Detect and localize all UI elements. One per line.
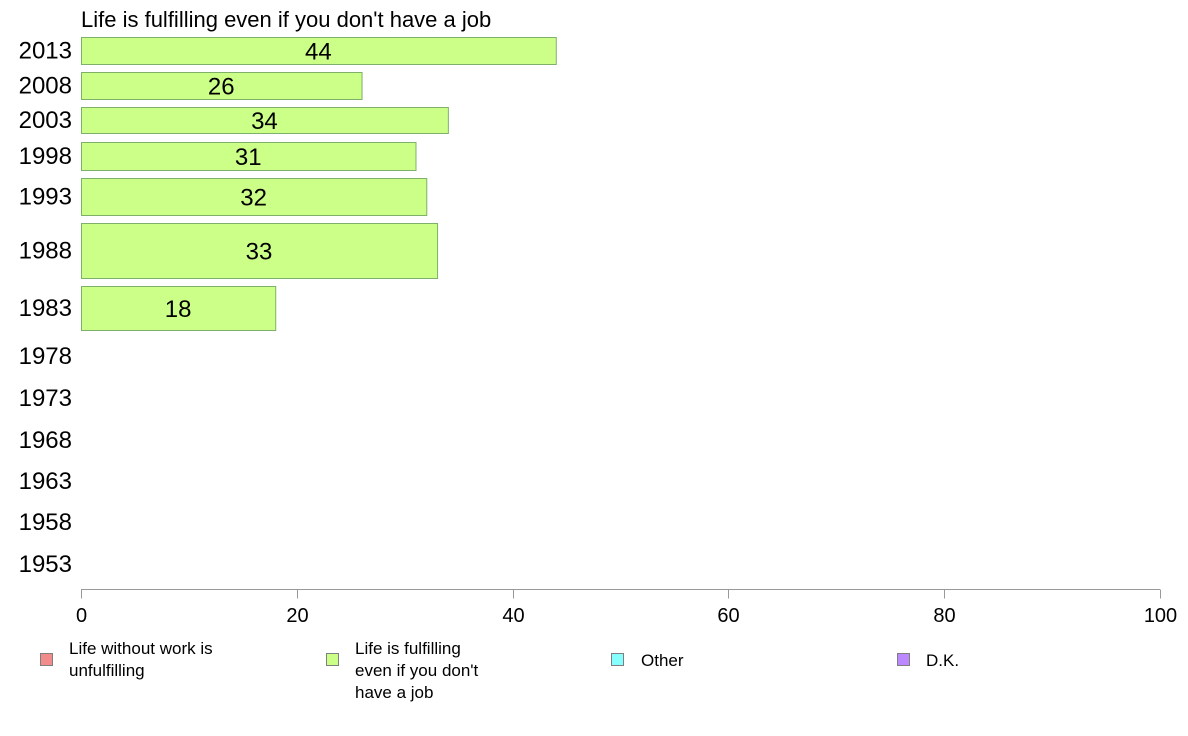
- bar: [81, 178, 428, 216]
- data-label: 44: [305, 39, 332, 66]
- x-tick-label: 20: [286, 605, 308, 627]
- legend-swatch: [897, 653, 910, 666]
- bar: [81, 72, 363, 100]
- legend-label: Life without work is unfulfilling: [69, 639, 213, 680]
- y-tick-label: 1978: [19, 343, 72, 370]
- x-tick-label: 100: [1144, 605, 1177, 627]
- y-axis-labels: 2013 2008 2003 1998 1993 1988 1983 1978 1973 1968…: [19, 38, 72, 579]
- y-tick-label: 1998: [19, 143, 72, 170]
- x-tick-label: 60: [717, 605, 739, 627]
- data-label: 31: [235, 144, 262, 171]
- data-label: 32: [240, 185, 267, 212]
- bar: [81, 286, 277, 331]
- x-tick-label: 0: [76, 605, 87, 627]
- chart-title: Life is fulfilling even if you don't hav…: [81, 7, 491, 32]
- data-label: 33: [246, 239, 273, 266]
- x-tick-label: 40: [502, 605, 524, 627]
- y-tick-label: 2013: [19, 38, 72, 65]
- legend-label: D.K.: [926, 651, 959, 670]
- y-tick-label: 1963: [19, 468, 72, 495]
- bar: [81, 107, 449, 134]
- data-label: 34: [251, 108, 278, 135]
- legend-label: Life is fulfilling even if you don't have …: [355, 639, 479, 702]
- y-tick-label: 1983: [19, 295, 72, 322]
- data-label: 18: [165, 296, 192, 323]
- bar: [81, 142, 417, 171]
- bars-layer: 44 26 34 31 32 33 18: [81, 37, 557, 331]
- y-tick-label: 1968: [19, 427, 72, 454]
- y-tick-label: 2003: [19, 107, 72, 134]
- y-tick-label: 2008: [19, 73, 72, 100]
- data-label: 26: [208, 74, 235, 101]
- y-tick-label: 1953: [19, 551, 72, 578]
- legend-swatch: [326, 653, 339, 666]
- bar: [81, 37, 557, 65]
- x-axis: 0 20 40 60 80 100: [76, 589, 1177, 627]
- y-tick-label: 1988: [19, 238, 72, 265]
- y-tick-label: 1958: [19, 509, 72, 536]
- legend-swatch: [611, 653, 624, 666]
- x-tick-label: 80: [933, 605, 955, 627]
- y-tick-label: 1973: [19, 385, 72, 412]
- legend: Life without work is unfulfilling Life is …: [40, 639, 959, 702]
- bar: [81, 223, 439, 279]
- legend-swatch: [40, 653, 53, 666]
- legend-label: Other: [641, 651, 684, 670]
- y-tick-label: 1993: [19, 184, 72, 211]
